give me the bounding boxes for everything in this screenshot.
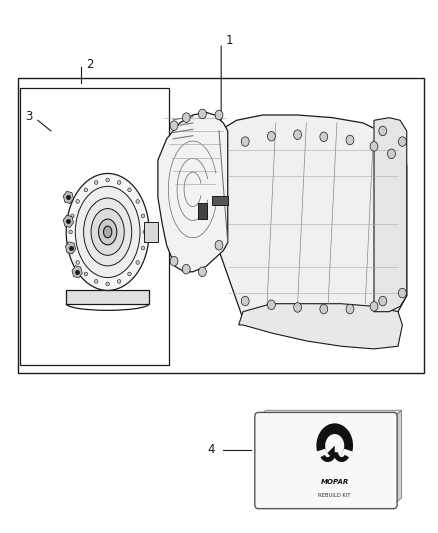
Ellipse shape [117,279,121,283]
Ellipse shape [76,261,79,264]
Ellipse shape [71,214,74,218]
Ellipse shape [128,272,131,276]
Circle shape [320,304,328,314]
FancyBboxPatch shape [255,413,397,508]
Polygon shape [394,410,402,504]
Ellipse shape [84,198,132,266]
Ellipse shape [128,188,131,192]
Circle shape [379,126,387,136]
Polygon shape [158,112,228,272]
Circle shape [268,300,276,310]
Polygon shape [374,118,407,312]
Circle shape [198,267,206,277]
Circle shape [182,264,190,274]
Polygon shape [239,304,403,349]
Ellipse shape [84,272,88,276]
Ellipse shape [95,279,98,283]
Text: 1: 1 [226,34,233,47]
Ellipse shape [141,246,145,250]
Circle shape [388,149,396,159]
Ellipse shape [84,188,88,192]
Text: MOPAR: MOPAR [321,480,349,486]
Circle shape [215,110,223,120]
Bar [212,196,228,205]
Circle shape [346,304,354,314]
Ellipse shape [69,230,72,234]
Circle shape [320,132,328,142]
Ellipse shape [106,178,110,182]
Polygon shape [258,410,402,417]
Ellipse shape [136,261,139,264]
Polygon shape [219,115,407,333]
Text: 3: 3 [25,110,32,123]
Ellipse shape [106,282,110,286]
Wedge shape [327,446,335,457]
Ellipse shape [66,173,149,290]
Wedge shape [317,449,353,469]
FancyBboxPatch shape [66,290,149,304]
Circle shape [370,142,378,151]
Bar [319,457,350,469]
Bar [198,203,207,219]
Text: 2: 2 [86,58,93,71]
Ellipse shape [99,219,117,245]
Circle shape [182,113,190,123]
Circle shape [399,137,406,147]
Ellipse shape [95,181,98,184]
Circle shape [346,135,354,145]
Circle shape [198,109,206,119]
Circle shape [379,296,387,306]
Ellipse shape [141,214,145,218]
Circle shape [293,130,301,140]
Text: REBUILD KIT: REBUILD KIT [318,493,351,498]
Circle shape [399,288,406,298]
Circle shape [241,137,249,147]
Text: 4: 4 [207,443,215,456]
Ellipse shape [71,246,74,250]
Circle shape [325,434,344,457]
Circle shape [241,296,249,306]
Circle shape [268,132,276,141]
Ellipse shape [143,230,147,234]
Ellipse shape [76,199,79,203]
Ellipse shape [91,208,124,255]
Circle shape [370,302,378,311]
Circle shape [293,303,301,312]
Circle shape [170,121,178,131]
Ellipse shape [103,226,112,238]
Ellipse shape [117,181,121,184]
Circle shape [316,423,353,468]
Circle shape [170,256,178,266]
Ellipse shape [136,199,139,203]
Ellipse shape [75,187,140,278]
Circle shape [215,240,223,250]
FancyBboxPatch shape [144,222,158,241]
Bar [18,78,424,373]
Bar [20,88,169,365]
